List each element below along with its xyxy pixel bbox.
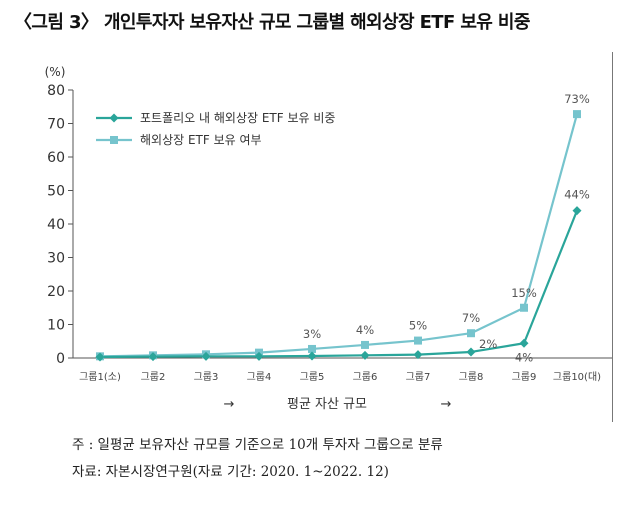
- figure-title: 〈그림 3〉 개인투자자 보유자산 규모 그룹별 해외상장 ETF 보유 비중: [14, 12, 530, 33]
- chart-axes: (%) 0 10 20 30 40 50 60 70 80 그룹1(소) 그룹2 그룹3 그룹4 그룹5 그룹…: [45, 65, 612, 412]
- data-label-etf-weight: 44%: [564, 188, 590, 202]
- data-point-etf-ownership: [520, 303, 528, 312]
- x-axis-arrow-left: →: [224, 397, 235, 412]
- series-line-etf-ownership: [99, 113, 579, 358]
- x-tick-label: 그룹4: [247, 371, 272, 383]
- data-label-etf-ownership: 15%: [511, 286, 537, 300]
- x-tick-label: 그룹10(대): [553, 371, 601, 383]
- data-label-etf-ownership: 73%: [564, 92, 590, 106]
- data-label-etf-weight: 4%: [515, 350, 533, 364]
- y-tick-label: 30: [47, 251, 65, 267]
- note-text: 주 : 일평균 보유자산 규모를 기준으로 10개 투자자 그룹으로 분류: [72, 437, 443, 453]
- y-tick-label: 80: [47, 83, 65, 99]
- source-text: 자료: 자본시장연구원(자료 기간: 2020. 1~2022. 12): [72, 464, 389, 480]
- data-label-etf-weight: 2%: [479, 337, 497, 351]
- data-point-etf-weight: [519, 338, 529, 348]
- legend-marker-etf-ownership: [110, 136, 118, 144]
- legend-label-etf-weight: 포트폴리오 내 해외상장 ETF 보유 비중: [140, 111, 335, 125]
- x-tick-label: 그룹2: [141, 371, 166, 383]
- data-point-etf-ownership: [573, 110, 581, 119]
- legend-label-etf-ownership: 해외상장 ETF 보유 여부: [140, 133, 262, 147]
- data-label-etf-ownership: 3%: [303, 327, 321, 341]
- x-axis-arrow-right: →: [441, 397, 452, 412]
- x-tick-label: 그룹9: [512, 371, 537, 383]
- x-tick-label: 그룹3: [194, 371, 219, 383]
- data-point-etf-ownership: [308, 344, 316, 353]
- data-label-etf-ownership: 7%: [462, 311, 480, 325]
- x-axis-title: 평균 자산 규모: [287, 397, 367, 412]
- x-tick-label: 그룹5: [300, 371, 325, 383]
- data-point-etf-weight: [413, 350, 423, 360]
- data-point-etf-ownership: [467, 329, 475, 338]
- y-tick-label: 60: [47, 150, 65, 166]
- x-tick-label: 그룹1(소): [79, 371, 121, 383]
- data-label-etf-ownership: 5%: [409, 319, 427, 333]
- y-tick-label: 40: [47, 217, 65, 233]
- y-unit-label: (%): [45, 65, 66, 79]
- series-line-etf-weight: [99, 210, 579, 359]
- chart-data-labels: 2% 4% 44% 3% 4% 5% 7% 15% 73%: [303, 92, 590, 364]
- data-point-etf-weight: [148, 352, 158, 362]
- data-point-etf-weight: [572, 206, 582, 216]
- data-point-etf-weight: [307, 351, 317, 361]
- data-point-etf-weight: [466, 347, 476, 357]
- y-tick-label: 50: [47, 184, 65, 200]
- y-tick-label: 20: [47, 284, 65, 300]
- data-label-etf-ownership: 4%: [356, 323, 374, 337]
- y-tick-label: 0: [56, 351, 65, 367]
- data-point-etf-weight: [95, 352, 105, 362]
- y-tick-label: 70: [47, 117, 65, 133]
- data-point-etf-weight: [254, 351, 264, 361]
- data-point-etf-weight: [360, 350, 370, 360]
- line-chart: (%) 0 10 20 30 40 50 60 70 80 그룹1(소) 그룹2 그룹3 그룹4 그룹5 그룹…: [45, 65, 612, 412]
- figure-notes: 주 : 일평균 보유자산 규모를 기준으로 10개 투자자 그룹으로 분류 자료…: [72, 432, 443, 486]
- x-tick-label: 그룹7: [406, 371, 431, 383]
- chart-panel: (%) 0 10 20 30 40 50 60 70 80 그룹1(소) 그룹2 그룹3 그룹4 그룹5 그룹…: [14, 52, 613, 422]
- x-tick-label: 그룹6: [353, 371, 378, 383]
- legend-marker-etf-weight: [109, 113, 119, 123]
- data-point-etf-weight: [201, 351, 211, 361]
- data-point-etf-ownership: [414, 336, 422, 345]
- chart-marks: [95, 110, 582, 362]
- data-point-etf-ownership: [361, 340, 369, 349]
- y-tick-label: 10: [47, 318, 65, 334]
- x-tick-label: 그룹8: [459, 371, 484, 383]
- chart-lines: [99, 113, 579, 359]
